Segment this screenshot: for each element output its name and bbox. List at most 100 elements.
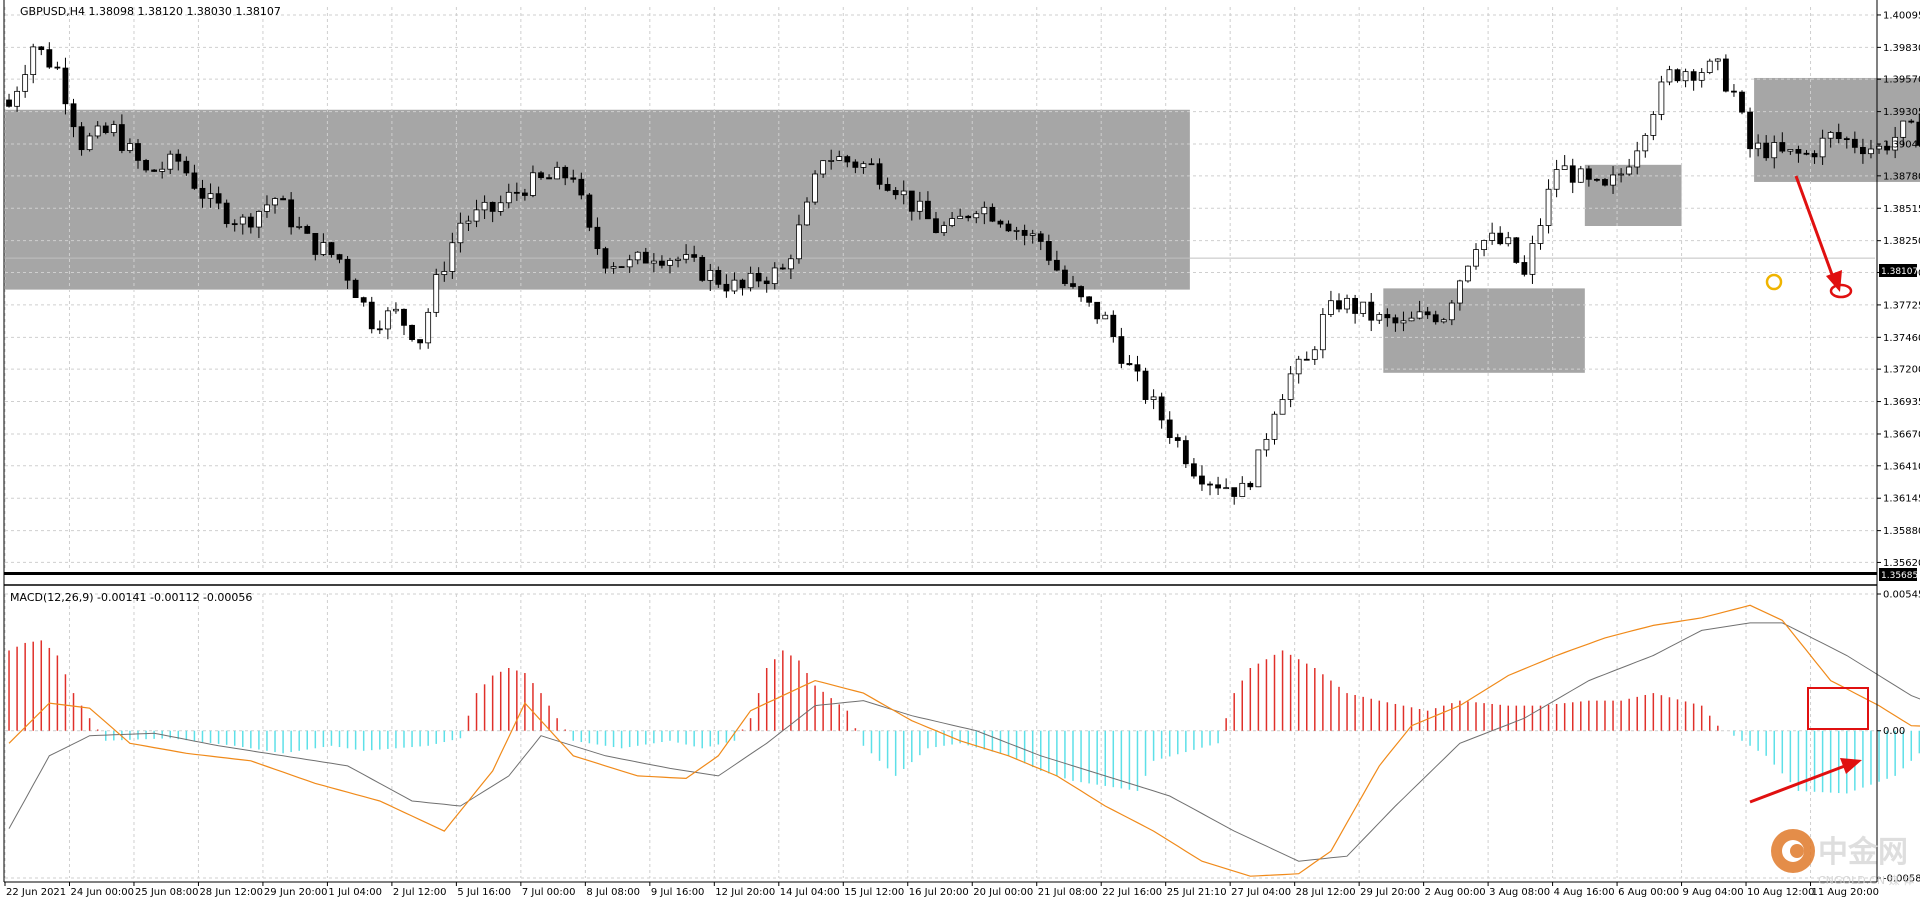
candle-body xyxy=(199,187,206,199)
candle-body xyxy=(925,200,931,220)
candle-body xyxy=(1142,370,1149,400)
price-tick-label: 1.39570 xyxy=(1883,75,1920,86)
candle-body xyxy=(1489,232,1496,241)
candle-body xyxy=(1295,358,1302,375)
time-tick-label: 25 Jun 08:00 xyxy=(135,887,199,898)
time-tick-label: 8 Jul 08:00 xyxy=(586,887,640,898)
red-box-annotation xyxy=(1807,687,1869,730)
time-tick-label: 3 Aug 08:00 xyxy=(1489,887,1550,898)
time-tick-label: 5 Jul 16:00 xyxy=(457,887,511,898)
candle-body xyxy=(1787,149,1794,152)
candle-body xyxy=(1424,311,1431,316)
candle-body xyxy=(787,258,794,270)
candle-body xyxy=(796,224,802,260)
candle-body xyxy=(1868,148,1874,155)
time-tick-label: 15 Jul 12:00 xyxy=(844,887,904,898)
candle-body xyxy=(288,199,295,228)
candle-body xyxy=(1174,437,1181,441)
candle-body xyxy=(1698,72,1705,81)
candle-body xyxy=(127,143,133,151)
candle-body xyxy=(1666,69,1673,83)
candle-body xyxy=(1166,419,1173,438)
candle-body xyxy=(965,215,972,219)
macd-tick-label: -0.00587 xyxy=(1883,874,1920,885)
candle-body xyxy=(1021,229,1028,236)
candle-body xyxy=(1706,60,1713,73)
candle-body xyxy=(86,135,93,151)
macd-line xyxy=(8,604,1920,877)
candle-body xyxy=(1610,174,1616,186)
bid-price-label: 1.38107 xyxy=(1879,264,1918,277)
candle-body xyxy=(70,103,77,128)
price-tick-label: 1.37200 xyxy=(1883,365,1920,376)
candle-body xyxy=(1432,314,1439,323)
candle-body xyxy=(812,173,818,203)
candle-body xyxy=(723,283,730,292)
candle-body xyxy=(6,99,12,107)
candle-body xyxy=(1311,349,1318,360)
candle-body xyxy=(1448,302,1455,321)
candle-body xyxy=(135,143,141,161)
candle-body xyxy=(981,206,988,215)
candle-body xyxy=(1037,233,1044,242)
candle-body xyxy=(642,251,649,264)
candle-body xyxy=(1771,142,1778,159)
candle-body xyxy=(1150,396,1157,400)
consolidation-zone xyxy=(5,109,1190,290)
time-tick-label: 29 Jul 20:00 xyxy=(1360,887,1420,898)
candle-body xyxy=(1416,311,1423,319)
candle-body xyxy=(691,254,698,258)
candle-body xyxy=(1013,229,1020,232)
time-tick-label: 29 Jun 20:00 xyxy=(264,887,328,898)
candle-body xyxy=(376,328,383,331)
time-tick-label: 9 Jul 16:00 xyxy=(651,887,705,898)
candle-body xyxy=(247,216,254,228)
candle-body xyxy=(1747,111,1753,150)
candle-body xyxy=(1819,137,1826,158)
candle-body xyxy=(38,46,45,51)
candle-body xyxy=(1287,373,1294,400)
candle-body xyxy=(1078,286,1084,298)
candle-body xyxy=(699,256,706,281)
candle-body xyxy=(223,202,230,225)
candle-body xyxy=(207,193,214,199)
candle-body xyxy=(731,279,738,292)
consolidation-zone xyxy=(1584,164,1682,226)
candle-body xyxy=(231,223,238,226)
candle-body xyxy=(1626,166,1633,175)
candle-body xyxy=(1199,475,1205,485)
candle-body xyxy=(296,226,303,228)
candle-body xyxy=(747,272,754,289)
price-tick-label: 1.36145 xyxy=(1883,494,1920,505)
candle-body xyxy=(828,160,835,162)
candle-body xyxy=(167,153,174,170)
candle-body xyxy=(1279,399,1286,415)
candle-body xyxy=(916,200,923,212)
candle-body xyxy=(1827,132,1834,139)
bid-price-text: 1.38107 xyxy=(1881,267,1918,277)
candle-body xyxy=(997,220,1004,225)
candle-body xyxy=(441,271,448,275)
candle-body xyxy=(554,166,561,180)
candle-body xyxy=(1134,364,1141,372)
time-tick-label: 12 Jul 20:00 xyxy=(715,887,775,898)
candle-body xyxy=(328,242,335,255)
candle-body xyxy=(449,242,456,272)
candle-body xyxy=(1053,259,1060,271)
candle-body xyxy=(1029,233,1036,236)
low-price-label: 1.35685 xyxy=(1879,568,1918,581)
time-tick-label: 16 Jul 20:00 xyxy=(909,887,969,898)
candle-body xyxy=(1223,487,1230,490)
candle-body xyxy=(1005,223,1012,232)
candle-body xyxy=(54,66,61,69)
candle-body xyxy=(779,267,786,270)
low-price-text: 1.35685 xyxy=(1881,571,1918,581)
candle-body xyxy=(1642,134,1649,152)
candle-body xyxy=(876,163,883,185)
candle-body xyxy=(868,163,875,166)
candle-body xyxy=(393,308,399,312)
candle-body xyxy=(1860,146,1866,155)
candle-body xyxy=(1094,301,1101,320)
candle-body xyxy=(1263,438,1270,451)
